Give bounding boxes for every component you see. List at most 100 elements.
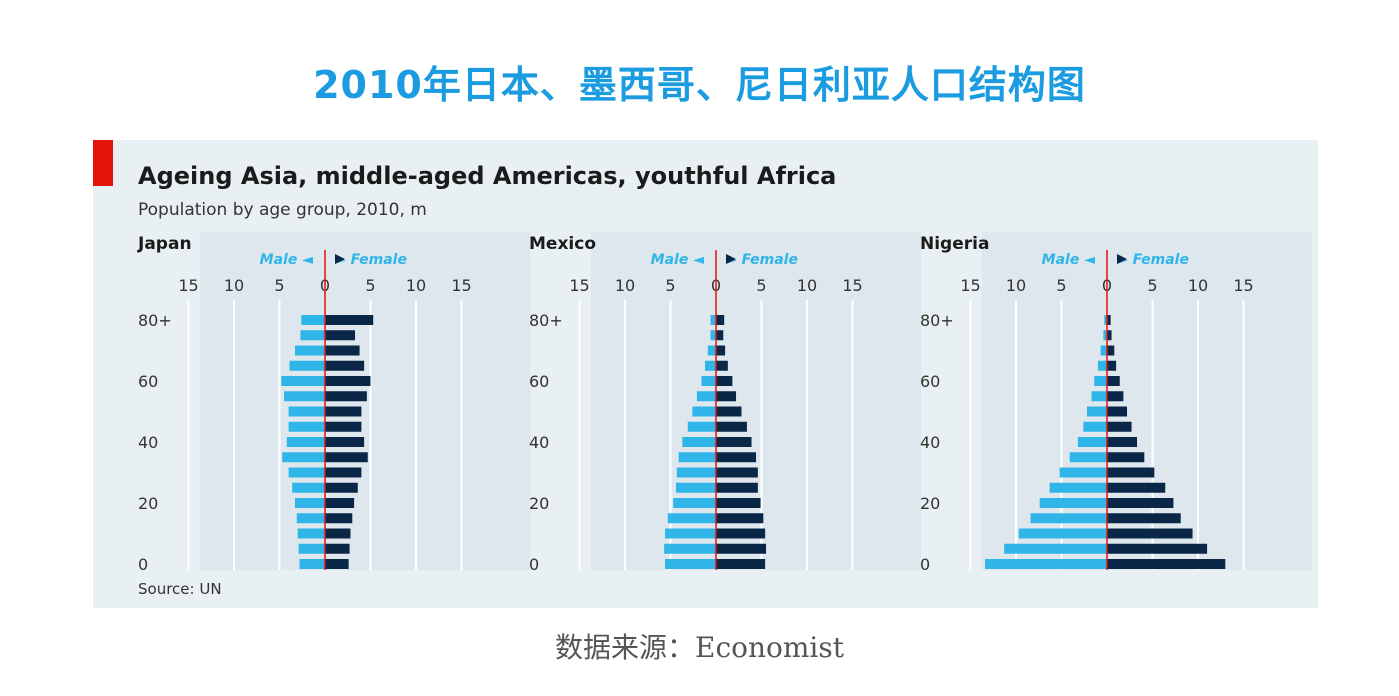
nigeria-female-bar [1107, 543, 1208, 554]
mexico-male-bar [710, 315, 716, 325]
page-title: 2010年日本、墨西哥、尼日利亚人口结构图 [313, 63, 1086, 107]
nigeria-female-bar [1107, 315, 1111, 325]
nigeria-female-bar [1107, 330, 1112, 341]
japan-x-tick-label: 10 [406, 276, 426, 295]
japan-female-bar [325, 528, 351, 539]
japan-male-bar [292, 482, 325, 493]
japan-female-bar [325, 330, 356, 341]
nigeria-female-bar [1107, 498, 1174, 508]
nigeria-male-bar [1091, 391, 1107, 402]
nigeria-female-bar [1107, 559, 1226, 569]
japan-x-tick-label: 15 [178, 276, 198, 295]
nigeria-legend-female-arrow [1117, 254, 1127, 264]
mexico-male-bar [696, 391, 716, 402]
nigeria-male-bar [1059, 467, 1107, 478]
japan-male-bar [296, 513, 325, 524]
mexico-female-bar [716, 315, 725, 325]
japan-male-bar [299, 559, 325, 569]
japan-male-bar [294, 498, 325, 508]
nigeria-female-bar [1107, 376, 1120, 386]
japan-x-tick-label: 15 [451, 276, 471, 295]
nigeria-legend-male: Male ◄ [1042, 252, 1096, 268]
mexico-x-tick-label: 15 [569, 276, 589, 295]
nigeria-male-bar [1100, 345, 1107, 356]
japan-x-tick-label: 5 [365, 276, 375, 295]
mexico-female-bar [716, 528, 766, 539]
mexico-male-bar [675, 482, 716, 493]
japan-male-bar [288, 421, 325, 432]
nigeria-female-bar [1107, 421, 1132, 432]
mexico-panel-label: Mexico [529, 234, 596, 254]
mexico-female-bar [716, 330, 724, 341]
mexico-legend-female: ► Female [726, 252, 798, 268]
japan-legend-female-arrow [335, 254, 345, 264]
nigeria-female-bar [1107, 345, 1115, 356]
mexico-female-bar [716, 421, 747, 432]
mexico-male-bar [676, 467, 716, 478]
japan-female-bar [325, 421, 362, 432]
mexico-male-bar [687, 421, 716, 432]
nigeria-female-bar [1107, 482, 1166, 493]
mexico-x-tick-label: 15 [842, 276, 862, 295]
japan-male-bar [282, 452, 325, 463]
japan-female-bar [325, 406, 362, 417]
mexico-x-tick-label: 5 [756, 276, 766, 295]
nigeria-male-bar [985, 559, 1107, 569]
nigeria-male-bar [1083, 421, 1107, 432]
mexico-y-tick-label: 60 [529, 372, 549, 391]
nigeria-y-tick-label: 0 [920, 555, 930, 574]
nigeria-x-tick-label: 15 [960, 276, 980, 295]
japan-female-bar [325, 467, 362, 478]
mexico-male-bar [673, 498, 716, 508]
japan-male-bar [300, 330, 325, 341]
japan-female-bar [325, 543, 350, 554]
footer-source: 数据来源：Economist [555, 631, 844, 664]
nigeria-legend-female: ► Female [1117, 252, 1189, 268]
mexico-y-tick-label: 0 [529, 555, 539, 574]
mexico-legend-male: Male ◄ [651, 252, 705, 268]
nigeria-male-bar [1103, 330, 1107, 341]
mexico-y-tick-label: 40 [529, 433, 549, 452]
japan-panel-label: Japan [137, 234, 192, 254]
mexico-legend-female-arrow [726, 254, 736, 264]
japan-male-bar [286, 437, 325, 447]
japan-male-bar [288, 406, 325, 417]
chart-panel: Ageing Asia, middle-aged Americas, youth… [93, 140, 1318, 608]
mexico-male-bar [682, 437, 716, 447]
mexico-male-bar [692, 406, 716, 417]
japan-female-bar [325, 315, 374, 325]
nigeria-y-tick-label: 60 [920, 372, 940, 391]
japan-y-tick-label: 0 [138, 555, 148, 574]
chart-source: Source: UN [138, 580, 222, 598]
japan-female-bar [325, 391, 367, 402]
population-pyramids: Japan Male ◄ ► Female 15 10 5 0 5 10 15 80+ 60 40 20 0… [137, 232, 1312, 574]
nigeria-female-bar [1107, 391, 1124, 402]
red-tag-marker [93, 140, 113, 186]
nigeria-male-bar [1004, 543, 1107, 554]
japan-male-bar [281, 376, 325, 386]
nigeria-male-bar [1039, 498, 1107, 508]
mexico-male-bar [665, 528, 716, 539]
mexico-female-bar [716, 467, 758, 478]
nigeria-female-bar [1107, 437, 1138, 447]
japan-x-tick-label: 5 [274, 276, 284, 295]
japan-legend-male: Male ◄ [260, 252, 314, 268]
japan-legend-female: ► Female [335, 252, 407, 268]
nigeria-female-bar [1107, 452, 1145, 463]
japan-female-bar [325, 559, 349, 569]
nigeria-y-tick-label: 20 [920, 494, 940, 513]
japan-female-bar [325, 498, 355, 508]
mexico-male-bar [705, 360, 716, 371]
mexico-female-bar [716, 360, 728, 371]
mexico-x-tick-label: 10 [797, 276, 817, 295]
japan-y-tick-label: 40 [138, 433, 158, 452]
nigeria-male-bar [1077, 437, 1107, 447]
mexico-male-bar [710, 330, 716, 341]
japan-female-bar [325, 437, 365, 447]
mexico-male-bar [678, 452, 716, 463]
mexico-female-bar [716, 391, 737, 402]
nigeria-male-bar [1094, 376, 1107, 386]
japan-female-bar [325, 376, 371, 386]
nigeria-x-tick-label: 15 [1233, 276, 1253, 295]
nigeria-x-tick-label: 5 [1147, 276, 1157, 295]
